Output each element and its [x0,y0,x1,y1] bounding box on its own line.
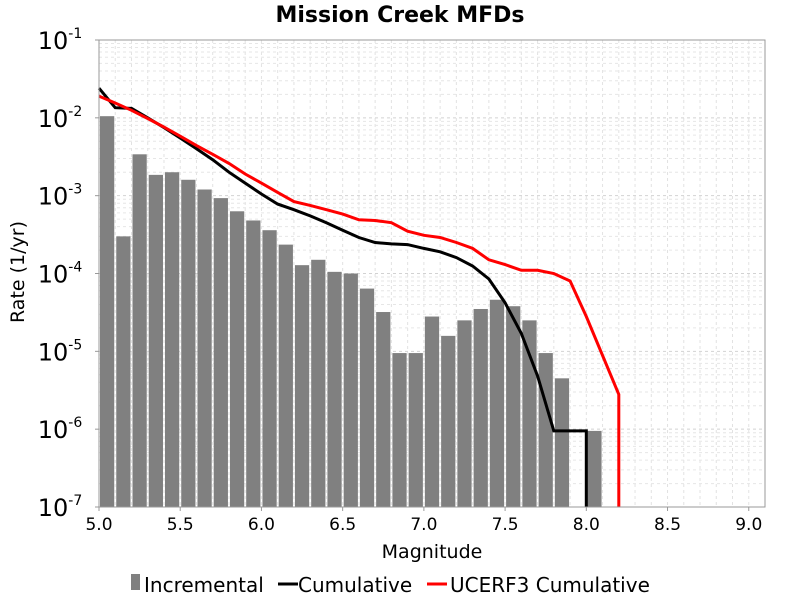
ucerf3-cumulative-line [98,94,621,507]
y-tick-label: 10-4 [38,260,83,289]
legend-label-incremental: Incremental [144,573,264,597]
incremental-bar [100,116,115,508]
legend-swatch-incremental [131,574,140,590]
incremental-bar [473,308,488,507]
x-tick-label: 5.0 [85,515,112,535]
incremental-bar [132,154,147,507]
incremental-bar [197,189,212,507]
incremental-bar [441,335,456,507]
cumulative-lines [97,87,621,507]
x-tick-label: 5.5 [167,515,194,535]
x-tick-label: 6.0 [248,515,275,535]
y-tick-label: 10-7 [38,493,83,522]
x-axis-label: Magnitude [382,541,483,563]
x-tick-label: 9.0 [735,515,762,535]
y-tick-label: 10-2 [38,104,83,133]
y-tick-label: 10-5 [38,337,83,366]
incremental-bars [100,116,602,508]
y-axis-label: Rate (1/yr) [7,221,29,323]
incremental-bar [278,244,293,508]
incremental-bar [164,172,180,507]
incremental-bar [408,353,423,507]
incremental-bar [506,306,521,507]
incremental-bar [538,353,553,507]
incremental-bar [246,220,261,507]
incremental-bar [392,353,407,507]
legend-label-ucerf3: UCERF3 Cumulative [450,573,650,597]
y-tick-label: 10-1 [38,26,83,55]
x-tick-label: 7.5 [492,515,519,535]
x-axis-ticks: 5.0 5.5 6.0 6.5 7.0 7.5 8.0 8.5 9.0 [85,507,762,535]
incremental-bar [457,320,472,507]
incremental-bar [522,320,537,507]
cumulative-line [97,87,588,507]
chart-title: Mission Creek MFDs [275,3,524,28]
x-tick-label: 8.5 [654,515,681,535]
y-tick-label: 10-6 [38,415,83,444]
incremental-bar [343,273,358,507]
incremental-bar [148,174,163,507]
incremental-bar [294,265,310,507]
incremental-bar [587,430,602,507]
incremental-bar [229,211,245,507]
y-tick-label: 10-3 [38,182,83,211]
x-tick-label: 6.5 [329,515,356,535]
incremental-bar [424,316,440,507]
legend-label-cumulative: Cumulative [298,573,412,597]
incremental-bar [311,259,326,507]
incremental-bar [262,230,277,508]
y-axis-ticks: 10-1 10-2 10-3 10-4 10-5 10-6 10-7 [38,26,99,522]
x-tick-label: 8.0 [573,515,600,535]
incremental-bar [376,312,391,507]
x-tick-label: 7.0 [410,515,437,535]
incremental-bar [359,288,375,507]
incremental-bar [489,299,505,507]
incremental-bar [213,198,228,507]
incremental-bar [181,179,196,507]
incremental-bar [116,236,131,507]
incremental-bar [327,271,342,507]
incremental-bar [554,378,570,507]
legend: Incremental Cumulative UCERF3 Cumulative [131,573,650,597]
